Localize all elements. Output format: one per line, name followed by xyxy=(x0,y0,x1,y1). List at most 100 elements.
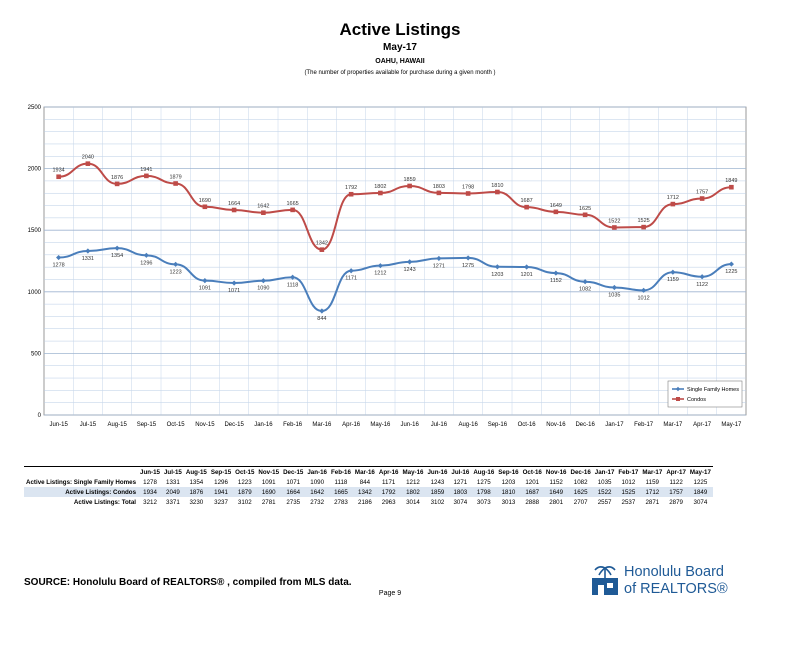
table-cell: 1271 xyxy=(453,478,468,486)
data-point xyxy=(231,207,237,213)
x-tick-label: Jan-17 xyxy=(605,422,624,428)
data-point xyxy=(231,280,237,286)
table-cell: 1152 xyxy=(549,478,563,486)
data-point xyxy=(641,224,646,230)
data-point xyxy=(114,181,120,187)
table-corner xyxy=(24,467,138,478)
table-cell: 1522 xyxy=(597,488,612,496)
data-label: 1802 xyxy=(374,184,386,190)
table-cell: 1275 xyxy=(476,478,491,486)
table-cell: 1090 xyxy=(310,478,325,486)
data-label: 1296 xyxy=(140,260,152,266)
table-column-header: Oct-15 xyxy=(235,468,255,476)
data-label: 1665 xyxy=(287,201,299,207)
table-cell: 3013 xyxy=(501,498,516,506)
data-label: 1071 xyxy=(228,288,240,294)
table-column-header: Dec-15 xyxy=(283,468,304,476)
data-label: 1275 xyxy=(462,263,474,269)
logo-text-line1: Honolulu Board xyxy=(624,564,724,580)
table-cell: 1802 xyxy=(406,488,420,496)
data-label: 1118 xyxy=(287,282,298,288)
data-point xyxy=(290,274,296,280)
table-cell: 2888 xyxy=(525,498,540,506)
table-cell: 3074 xyxy=(453,498,468,506)
data-label: 1035 xyxy=(608,292,620,298)
data-label: 1649 xyxy=(550,203,562,209)
data-label: 1122 xyxy=(696,282,708,288)
table-cell: 1757 xyxy=(669,488,683,496)
data-point xyxy=(202,277,208,284)
data-label: 1712 xyxy=(667,195,679,201)
table-cell: 1849 xyxy=(693,488,708,496)
table-cell: 3074 xyxy=(693,498,708,506)
table-cell: 1342 xyxy=(358,488,372,496)
x-tick-label: Sep-16 xyxy=(488,422,508,428)
data-label: 1091 xyxy=(199,286,211,292)
data-label: 1625 xyxy=(579,206,591,212)
table-column-header: Mar-17 xyxy=(642,468,663,476)
data-point xyxy=(173,181,178,186)
y-tick-label: 0 xyxy=(38,413,42,419)
table-cell: 1810 xyxy=(501,488,516,496)
x-tick-label: Oct-16 xyxy=(518,422,537,428)
table-column-header: Mar-16 xyxy=(354,468,375,476)
data-point xyxy=(260,278,266,284)
line-chart: 0 500 1000 1500 2000 2500 Jun-15 Jul-15 Aug-15 Se… xyxy=(28,105,747,428)
data-label: 1664 xyxy=(228,201,240,207)
x-tick-label: Jun-16 xyxy=(400,422,419,428)
x-tick-label: Sep-15 xyxy=(137,422,157,428)
x-tick-label: Mar-17 xyxy=(663,422,683,428)
data-label: 1879 xyxy=(170,175,182,181)
table-column-header: Dec-16 xyxy=(570,468,591,476)
table-header-row: Jun-15 Jul-15 Aug-15 Sep-15 Oct-15 Nov-15 Dec-… xyxy=(24,466,713,478)
table-cell: 1941 xyxy=(214,488,228,496)
table-column-header: Jul-16 xyxy=(451,468,470,476)
data-label: 1271 xyxy=(433,263,445,269)
table-column-header: Jul-15 xyxy=(163,468,182,476)
data-point xyxy=(348,268,354,274)
data-label: 1243 xyxy=(404,267,416,273)
table-column-header: Jun-16 xyxy=(427,468,448,476)
data-point xyxy=(144,173,149,179)
data-point xyxy=(56,254,62,261)
x-tick-label: Jul-16 xyxy=(431,422,448,428)
board-logo: Honolulu Board of REALTORS® xyxy=(590,562,750,602)
data-point xyxy=(641,287,647,293)
data-point xyxy=(699,274,705,280)
data-point xyxy=(465,191,471,196)
data-point xyxy=(612,225,617,230)
data-label: 1792 xyxy=(345,185,357,191)
table-cell: 1649 xyxy=(549,488,564,496)
data-label: 1810 xyxy=(491,183,503,189)
table-cell: 1859 xyxy=(430,488,445,496)
table-cell: 1159 xyxy=(645,478,659,486)
data-point xyxy=(143,252,149,258)
data-label: 1525 xyxy=(638,218,650,224)
data-point xyxy=(56,174,61,180)
table-cell: 1798 xyxy=(476,488,491,496)
data-point xyxy=(495,189,500,195)
data-label: 1803 xyxy=(433,184,445,190)
legend-marker xyxy=(675,386,681,392)
data-label: 1212 xyxy=(374,271,386,277)
table-cell: 2963 xyxy=(381,498,396,506)
table-column-header: Jan-17 xyxy=(594,468,615,476)
logo-text-line2: of REALTORS® xyxy=(624,581,728,597)
table-cell: 3102 xyxy=(430,498,445,506)
table-cell: 1243 xyxy=(430,478,445,486)
table-cell: 2537 xyxy=(621,498,636,506)
table-cell: 1212 xyxy=(406,478,420,486)
table-cell: 1665 xyxy=(334,488,348,496)
y-tick-label: 2000 xyxy=(28,167,42,173)
x-tick-label: Jan-16 xyxy=(254,422,273,428)
data-point xyxy=(114,245,120,251)
data-label: 1012 xyxy=(638,295,650,301)
data-label: 1225 xyxy=(725,269,737,275)
legend-label: Single Family Homes xyxy=(687,387,739,393)
x-tick-label: Dec-15 xyxy=(224,422,244,428)
data-label: 1171 xyxy=(345,276,357,282)
table-cell: 2879 xyxy=(669,498,683,506)
data-point xyxy=(729,184,734,190)
x-tick-label: Feb-16 xyxy=(283,422,303,428)
table-cell: 1934 xyxy=(143,488,157,496)
